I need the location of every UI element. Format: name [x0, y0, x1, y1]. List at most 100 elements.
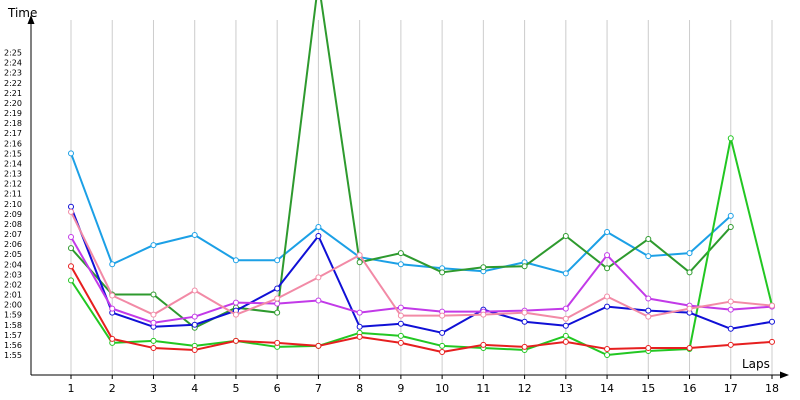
data-point: [727, 223, 734, 230]
y-tick-label: 1:57: [4, 331, 22, 340]
y-tick-label: 2:16: [4, 139, 22, 148]
axes: Time Laps: [7, 6, 789, 379]
x-tick-label: 9: [397, 382, 404, 395]
data-point: [397, 312, 404, 319]
data-point: [191, 346, 198, 353]
y-tick-label: 2:05: [4, 250, 22, 259]
data-point: [232, 311, 239, 318]
y-tick-label: 2:21: [4, 89, 22, 98]
series-4: [68, 263, 775, 355]
x-tick-label: 1: [68, 382, 75, 395]
data-point: [727, 341, 734, 348]
data-point: [68, 277, 74, 284]
data-point: [604, 265, 611, 272]
y-tick-label: 2:22: [4, 79, 22, 88]
data-point: [727, 212, 734, 219]
data-point: [562, 315, 569, 322]
y-tick-label: 2:17: [4, 129, 22, 138]
data-point: [604, 293, 611, 300]
data-point: [645, 344, 652, 351]
x-tick-label: 8: [356, 382, 363, 395]
data-point: [521, 343, 528, 350]
x-tick-label: 17: [724, 382, 738, 395]
x-tick-label: 6: [274, 382, 281, 395]
data-point: [315, 297, 322, 304]
y-tick-label: 1:55: [4, 351, 22, 360]
series-line: [70, 265, 773, 353]
data-point: [604, 303, 611, 310]
data-point: [150, 242, 157, 249]
data-point: [727, 298, 734, 305]
data-point: [397, 320, 404, 327]
data-point: [562, 332, 569, 339]
series-7: [68, 208, 775, 322]
x-tick-label: 12: [518, 382, 532, 395]
data-point: [274, 285, 281, 292]
data-point: [191, 232, 198, 239]
data-point: [356, 252, 363, 259]
data-point: [727, 135, 734, 142]
data-point: [480, 264, 487, 271]
data-point: [439, 312, 446, 319]
data-point: [315, 223, 322, 230]
data-point: [274, 257, 281, 264]
series-line: [70, 137, 773, 356]
data-point: [191, 313, 198, 320]
data-point: [480, 341, 487, 348]
data-point: [562, 305, 569, 312]
data-point: [562, 270, 569, 277]
y-tick-label: 2:04: [4, 260, 22, 269]
data-point: [686, 344, 693, 351]
data-point: [562, 233, 569, 240]
data-point: [150, 319, 157, 326]
x-tick-label: 10: [435, 382, 449, 395]
data-point: [645, 236, 652, 243]
y-tick-label: 2:03: [4, 270, 22, 279]
series-line: [70, 236, 773, 324]
data-point: [68, 208, 74, 215]
y-tick-label: 2:07: [4, 230, 22, 239]
series-3: [68, 135, 775, 358]
y-tick-label: 2:19: [4, 109, 22, 118]
x-tick-label: 7: [315, 382, 322, 395]
data-point: [686, 269, 693, 276]
data-point: [150, 337, 157, 344]
data-point: [562, 322, 569, 329]
data-point: [439, 342, 446, 349]
data-point: [356, 323, 363, 330]
vertical-gridlines: [70, 20, 773, 375]
data-point: [191, 287, 198, 294]
data-point: [109, 305, 116, 312]
data-point: [68, 203, 74, 210]
data-point: [232, 337, 239, 344]
y-tick-label: 1:56: [4, 341, 22, 350]
y-tick-labels: 1:551:561:571:581:592:002:01 2:022:032:04…: [4, 49, 22, 361]
y-tick-label: 2:11: [4, 190, 22, 199]
series-5: [68, 203, 775, 336]
y-tick-label: 2:24: [4, 59, 22, 68]
data-point: [274, 300, 281, 307]
data-point: [274, 295, 281, 302]
data-point: [191, 321, 198, 328]
data-point: [727, 306, 734, 313]
series-line: [70, 206, 773, 334]
data-point: [604, 252, 611, 259]
data-point: [68, 245, 74, 252]
y-tick-label: 2:15: [4, 149, 22, 158]
x-tick-label: 3: [150, 382, 157, 395]
y-tick-label: 2:23: [4, 69, 22, 78]
data-point: [68, 234, 74, 241]
data-point: [232, 299, 239, 306]
data-point: [604, 352, 611, 358]
y-tick-label: 2:09: [4, 210, 22, 219]
data-point: [686, 305, 693, 312]
data-point: [109, 261, 116, 268]
data-point: [397, 332, 404, 339]
data-point: [645, 253, 652, 260]
data-point: [604, 228, 611, 235]
y-tick-label: 2:10: [4, 200, 22, 209]
y-tick-label: 2:00: [4, 301, 22, 310]
x-tick-label: 15: [641, 382, 655, 395]
data-point: [274, 339, 281, 346]
